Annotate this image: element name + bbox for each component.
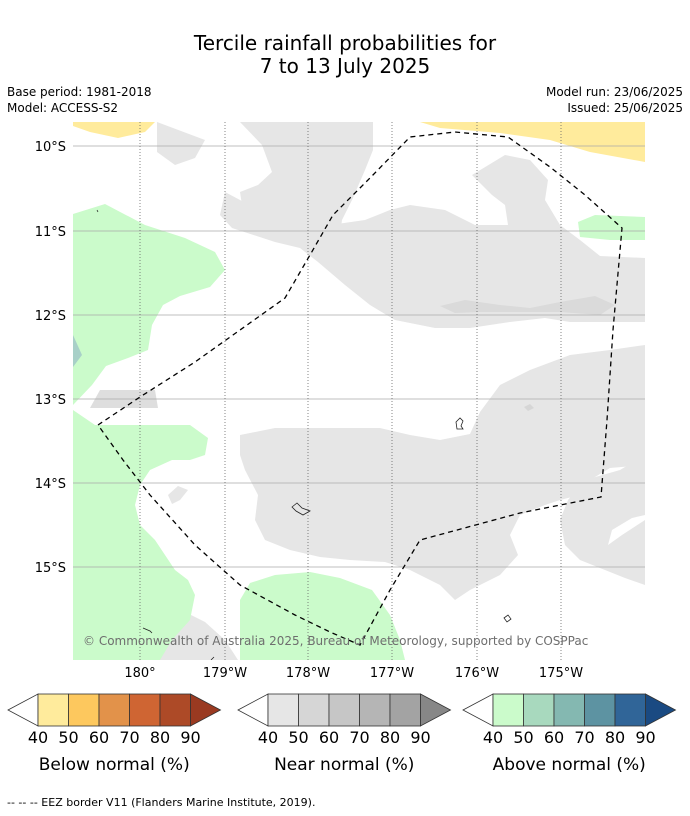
near-normal-region-east xyxy=(560,455,645,585)
colorbar-above-normal: 40 50 60 70 80 90 Above normal (%) xyxy=(462,693,677,775)
below-normal-tick-70: 70 xyxy=(119,728,139,747)
islands xyxy=(96,209,512,660)
lat-label-10s: 10°S xyxy=(35,140,66,155)
near-normal-patch-small xyxy=(168,486,188,504)
below-normal-title: Below normal (%) xyxy=(39,755,190,775)
near-normal-swatch-70 xyxy=(359,693,391,727)
map-title-line1: Tercile rainfall probabilities for xyxy=(193,31,497,55)
colorbar-near-normal: 40 50 60 70 80 90 Near normal (%) xyxy=(237,693,452,775)
issued-date: Issued: 25/06/2025 xyxy=(567,101,683,115)
below-normal-tick-60: 60 xyxy=(89,728,109,747)
near-normal-tick-40: 40 xyxy=(258,728,278,747)
lon-labels: 180° 179°W 178°W 177°W 176°W 175°W xyxy=(124,666,583,681)
lat-label-12s: 12°S xyxy=(35,309,66,324)
below-normal-tick-40: 40 xyxy=(28,728,48,747)
near-normal-title: Near normal (%) xyxy=(274,755,414,775)
lat-label-13s: 13°S xyxy=(35,393,66,408)
above-normal-tick-60: 60 xyxy=(544,728,564,747)
near-normal-tick-60: 60 xyxy=(319,728,339,747)
above-normal-swatch-80 xyxy=(614,693,646,727)
near-normal-region-central xyxy=(240,345,645,600)
above-normal-tick-70: 70 xyxy=(574,728,594,747)
above-normal-title: Above normal (%) xyxy=(493,755,646,775)
near-normal-swatch-80 xyxy=(389,693,421,727)
above-normal-region-west xyxy=(73,204,225,405)
near-normal-tick-70: 70 xyxy=(349,728,369,747)
lat-label-11s: 11°S xyxy=(35,225,66,240)
near-normal-tick-90: 90 xyxy=(410,728,430,747)
near-normal-region-top xyxy=(220,155,645,328)
above-normal-tick-40: 40 xyxy=(483,728,503,747)
island-3 xyxy=(503,614,512,623)
above-normal-swatch-40 xyxy=(492,693,524,727)
lon-label-178w: 178°W xyxy=(286,666,330,681)
lon-label-175w: 175°W xyxy=(539,666,583,681)
map-copyright: © Commonwealth of Australia 2025, Bureau… xyxy=(83,634,588,648)
base-period: Base period: 1981-2018 xyxy=(7,85,152,99)
near-normal-swatch-60 xyxy=(328,693,360,727)
above-normal-60-patch xyxy=(73,335,82,367)
near-normal-ext-low xyxy=(237,693,269,727)
above-normal-region-southwest xyxy=(73,410,208,660)
below-normal-swatch-40 xyxy=(37,693,69,727)
above-normal-ext-low xyxy=(462,693,494,727)
below-normal-region-nw xyxy=(73,122,155,138)
lon-label-176w: 176°W xyxy=(455,666,499,681)
island-6 xyxy=(210,656,215,660)
model-name: Model: ACCESS-S2 xyxy=(7,101,119,115)
near-normal-region-north xyxy=(157,122,373,235)
below-normal-swatch-50 xyxy=(68,693,100,727)
near-normal-swatch-50 xyxy=(298,693,330,727)
island-2 xyxy=(291,502,311,516)
near-normal-ext-high xyxy=(420,693,452,727)
near-normal-band-12s xyxy=(440,296,615,315)
eez-footnote: -- -- -- EEZ border V11 (Flanders Marine… xyxy=(7,796,316,809)
probability-map xyxy=(73,122,645,660)
below-normal-tick-50: 50 xyxy=(58,728,78,747)
near-normal-patch-dot xyxy=(524,404,534,411)
above-normal-tick-80: 80 xyxy=(605,728,625,747)
lat-label-15s: 15°S xyxy=(35,561,66,576)
above-normal-tick-90: 90 xyxy=(635,728,655,747)
map-title-line2: 7 to 13 July 2025 xyxy=(259,54,431,78)
below-normal-swatch-70 xyxy=(129,693,161,727)
below-normal-ext-high xyxy=(190,693,222,727)
above-normal-tick-50: 50 xyxy=(513,728,533,747)
island-4 xyxy=(142,627,153,634)
above-normal-swatch-70 xyxy=(584,693,616,727)
above-normal-ext-high xyxy=(645,693,677,727)
near-normal-tick-50: 50 xyxy=(288,728,308,747)
lat-labels: 10°S 11°S 12°S 13°S 14°S 15°S xyxy=(35,140,66,576)
lat-label-14s: 14°S xyxy=(35,477,66,492)
island-1 xyxy=(455,417,464,430)
lon-label-179w: 179°W xyxy=(203,666,247,681)
above-normal-swatch-60 xyxy=(553,693,585,727)
lon-label-177w: 177°W xyxy=(370,666,414,681)
below-normal-swatch-60 xyxy=(98,693,130,727)
below-normal-tick-90: 90 xyxy=(180,728,200,747)
island-5 xyxy=(96,209,99,213)
below-normal-swatch-80 xyxy=(159,693,191,727)
below-normal-tick-80: 80 xyxy=(150,728,170,747)
colorbar-below-normal: 40 50 60 70 80 90 Below normal (%) xyxy=(7,693,222,775)
near-normal-swatch-40 xyxy=(267,693,299,727)
model-run: Model run: 23/06/2025 xyxy=(545,85,683,99)
graticule xyxy=(73,145,645,568)
above-normal-region-east xyxy=(578,215,645,240)
above-normal-swatch-50 xyxy=(523,693,555,727)
lon-label-180: 180° xyxy=(124,666,155,681)
below-normal-region-ne xyxy=(420,122,645,162)
near-normal-tick-80: 80 xyxy=(380,728,400,747)
below-normal-ext-low xyxy=(7,693,39,727)
